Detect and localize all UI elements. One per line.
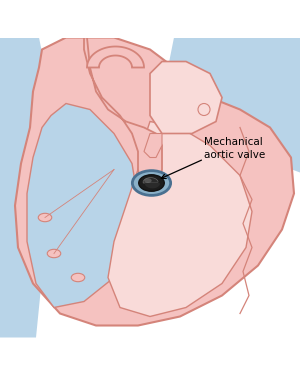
Ellipse shape — [71, 273, 85, 282]
Ellipse shape — [198, 104, 210, 116]
Text: Mechanical: Mechanical — [204, 137, 263, 147]
Polygon shape — [144, 134, 162, 158]
Polygon shape — [108, 122, 252, 316]
Ellipse shape — [144, 178, 152, 183]
Polygon shape — [84, 38, 162, 188]
Ellipse shape — [132, 171, 171, 195]
Polygon shape — [27, 104, 138, 308]
Polygon shape — [15, 38, 294, 326]
Polygon shape — [0, 38, 51, 338]
Polygon shape — [150, 62, 222, 134]
Ellipse shape — [47, 249, 61, 258]
Ellipse shape — [38, 213, 52, 222]
Polygon shape — [165, 38, 300, 172]
Ellipse shape — [139, 175, 164, 191]
Polygon shape — [87, 46, 144, 68]
Text: aortic valve: aortic valve — [204, 150, 265, 160]
